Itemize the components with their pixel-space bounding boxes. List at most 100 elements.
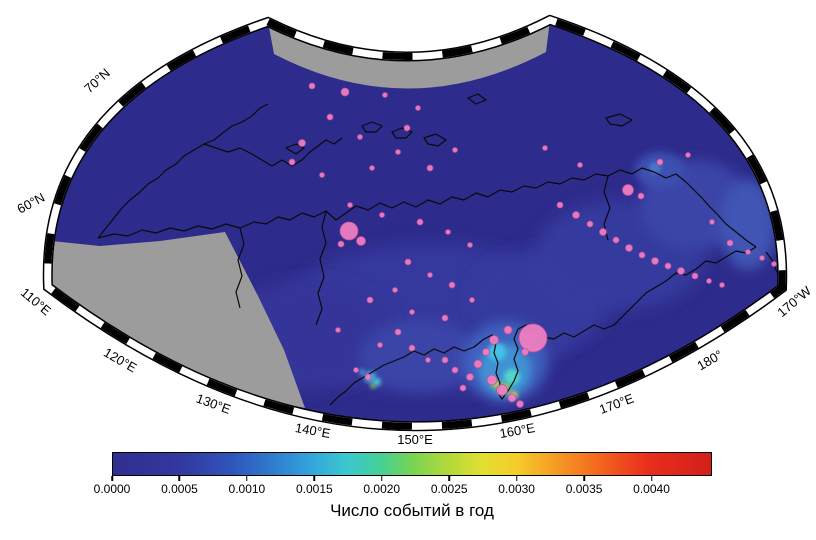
colorbar-tick-label: 0.0035	[565, 482, 603, 496]
event-circle	[379, 212, 385, 218]
colorbar-tick-mark	[381, 476, 383, 481]
event-circle	[726, 239, 734, 247]
event-circle	[382, 92, 388, 98]
event-circle	[771, 261, 777, 267]
map-area	[47, 20, 783, 427]
event-circle	[426, 164, 434, 172]
colorbar-tick-label: 0.0020	[363, 482, 401, 496]
event-circle	[466, 373, 474, 381]
island-outline	[605, 113, 633, 127]
event-circle	[308, 82, 316, 90]
event-circle	[503, 325, 513, 335]
river-line	[235, 227, 245, 309]
colorbar-tick-mark	[313, 476, 316, 481]
coastline-kamchatka-okhotsk	[329, 328, 519, 406]
parallel-label: 60°N	[15, 190, 48, 217]
event-circle	[425, 357, 431, 363]
event-circle	[451, 366, 459, 374]
event-circle	[637, 192, 645, 200]
event-circle	[395, 149, 401, 155]
event-markers	[288, 82, 777, 408]
rate-patch	[720, 180, 776, 270]
colorbar-tick-mark	[650, 476, 653, 481]
rate-hotspot	[370, 383, 376, 389]
event-circle	[706, 278, 712, 284]
event-circle	[577, 162, 583, 168]
event-circle	[625, 244, 633, 252]
meridian-label: 160°E	[498, 420, 536, 441]
island-outline	[423, 133, 447, 147]
event-circle	[496, 384, 508, 396]
island-outline	[391, 127, 413, 139]
event-circle	[664, 262, 672, 270]
event-circle	[339, 221, 359, 241]
no-data-band-north	[268, 20, 550, 89]
meridian-label: 150°E	[397, 432, 433, 447]
event-circle	[364, 373, 372, 381]
colorbar-tick-mark	[178, 476, 181, 481]
colorbar-tick-label: 0.0000	[93, 482, 131, 496]
event-circle	[441, 314, 449, 322]
parallel-label: 70°N	[81, 65, 113, 96]
colorbar-tick-label: 0.0005	[161, 482, 198, 496]
event-circle	[427, 272, 433, 278]
event-circle	[486, 374, 498, 386]
event-circle	[409, 309, 415, 315]
meridian-label: 180°	[694, 347, 725, 373]
coastline-chukotka-bering	[517, 246, 757, 340]
coastline-lena-delta	[203, 137, 343, 167]
event-circle	[586, 220, 594, 228]
event-circle	[288, 158, 296, 166]
river-line	[315, 210, 327, 326]
no-data-regions	[47, 20, 550, 408]
rate-hotspot	[488, 343, 506, 361]
event-circle	[445, 229, 451, 235]
event-circle	[719, 282, 725, 288]
event-circle	[656, 158, 664, 166]
event-circle	[369, 165, 375, 171]
rate-hotspot	[504, 369, 520, 385]
island-outline	[361, 121, 383, 133]
event-circle	[677, 267, 685, 275]
meridian-label: 140°E	[294, 420, 332, 441]
event-circle	[353, 367, 359, 373]
event-circle	[335, 327, 341, 333]
event-circle	[556, 201, 564, 209]
event-circle	[377, 342, 383, 348]
event-circle	[473, 359, 483, 369]
colorbar-tick-label: 0.0040	[633, 482, 670, 496]
event-circle	[326, 113, 334, 121]
colorbar-label: Число событий в год	[330, 501, 494, 520]
rate-hotspot	[359, 369, 365, 375]
event-circle	[482, 348, 490, 356]
event-circle	[599, 228, 607, 236]
island-outline	[285, 143, 305, 155]
rate-patch	[360, 320, 480, 390]
colorbar-tick-label: 0.0010	[228, 482, 266, 496]
event-circle	[489, 335, 499, 345]
event-circle	[366, 296, 374, 304]
event-circle	[709, 219, 715, 225]
event-circle	[403, 124, 411, 132]
event-circle	[759, 255, 765, 261]
event-circle	[340, 87, 350, 97]
event-circle	[516, 400, 524, 408]
island-outline	[467, 93, 487, 105]
no-data-region-southwest	[47, 232, 305, 408]
colorbar: 0.0000 0.0005 0.0010 0.0015 0.0020 0.0025 0.00…	[94, 452, 712, 521]
event-circle	[612, 236, 620, 244]
event-circle	[467, 242, 473, 248]
event-circle	[542, 145, 548, 151]
coastline-taymyr	[97, 103, 269, 239]
event-circle	[394, 328, 402, 336]
event-circle	[507, 393, 517, 403]
event-circle	[745, 249, 751, 255]
event-circle	[452, 147, 458, 153]
event-circle	[469, 297, 475, 303]
event-circle	[415, 105, 421, 111]
coastline-arctic	[97, 167, 757, 248]
colorbar-gradient	[112, 452, 712, 476]
frame-band-dashes	[44, 16, 786, 430]
colorbar-tick-label: 0.0015	[295, 482, 333, 496]
